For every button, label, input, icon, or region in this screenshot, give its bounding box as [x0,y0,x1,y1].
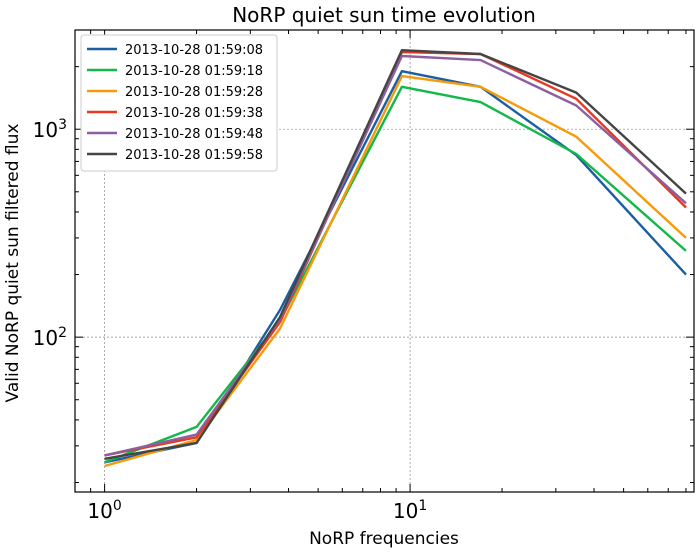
legend: 2013-10-28 01:59:08 2013-10-28 01:59:18 20… [80,34,278,172]
x-axis-label: NoRP frequencies [309,529,459,549]
legend-label: 2013-10-28 01:59:58 [125,148,263,163]
y-axis-label: Valid NoRP quiet sun filtered flux [3,124,23,403]
series-line-6 [104,49,687,460]
chart-title: NoRP quiet sun time evolution [232,3,536,27]
legend-box [80,34,278,172]
legend-label: 2013-10-28 01:59:28 [125,85,263,100]
y-tick-label: 103 [33,117,67,142]
plot-frame [74,29,695,493]
x-tick-label: 100 [87,498,121,523]
series-lines [104,49,687,468]
series-line-3 [104,74,687,468]
legend-label: 2013-10-28 01:59:48 [125,127,263,142]
legend-label: 2013-10-28 01:59:08 [125,43,263,58]
legend-label: 2013-10-28 01:59:18 [125,64,263,79]
axis-ticks: 100 101 102 103 [33,29,694,523]
x-tick-label: 101 [393,498,427,523]
series-line-5 [104,54,687,457]
legend-label: 2013-10-28 01:59:38 [125,106,263,121]
y-tick-label: 102 [33,325,67,350]
series-line-2 [104,85,687,464]
